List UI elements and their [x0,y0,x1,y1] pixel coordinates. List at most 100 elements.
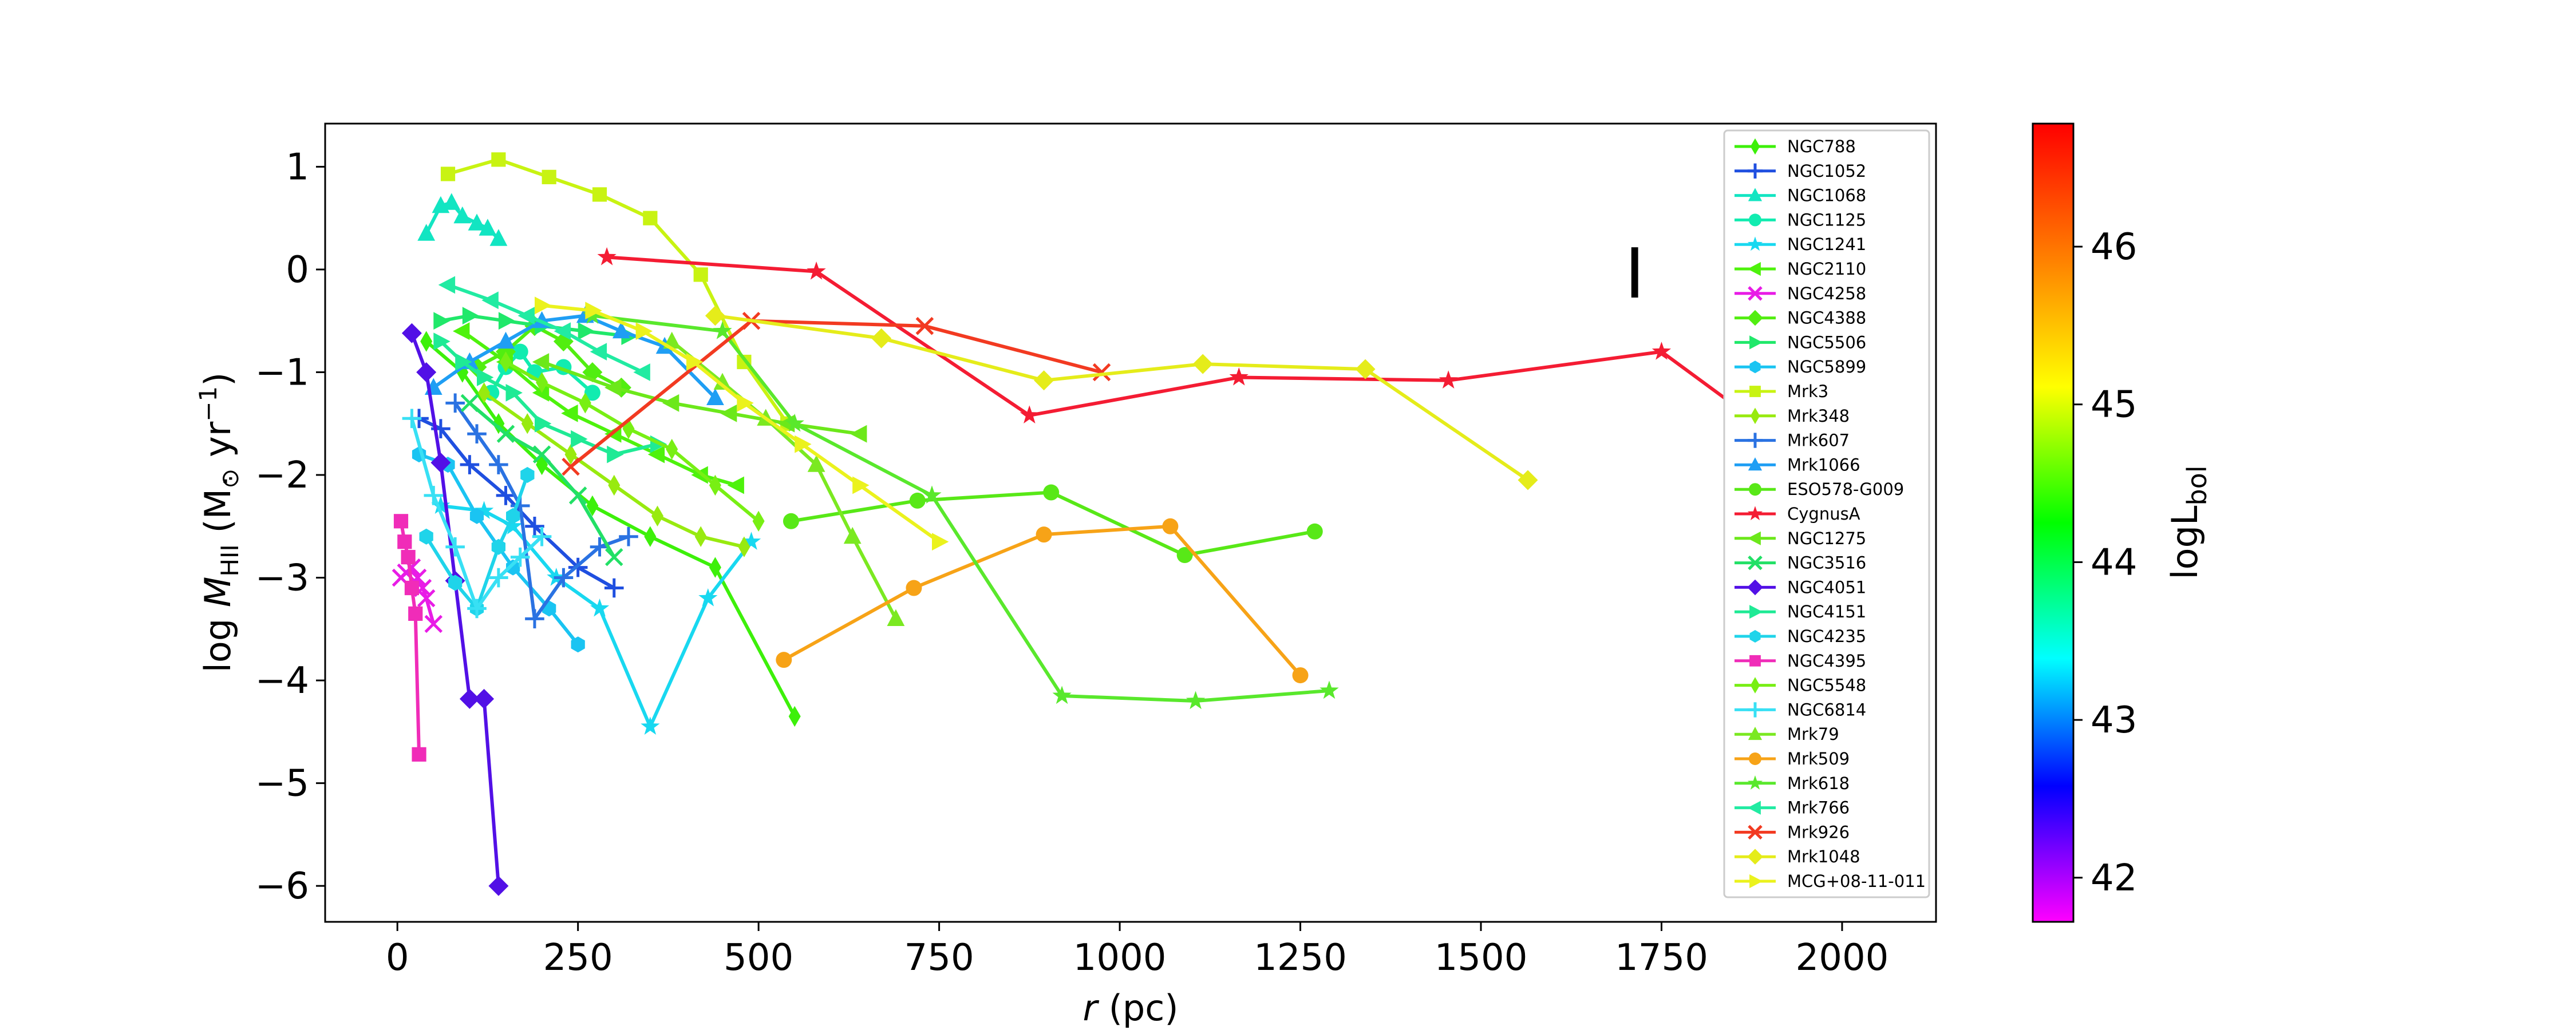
data-point [1043,484,1060,501]
legend-marker [1748,727,1763,740]
data-point [922,485,942,504]
legend-marker [1749,386,1761,397]
data-point [586,495,599,517]
series-line [714,314,1529,482]
data-point [562,457,580,476]
x-tick-label: 500 [724,937,793,979]
data-point [915,316,934,335]
data-point [503,516,523,534]
legend-marker [1747,849,1763,865]
series-line [542,303,941,544]
data-point [571,636,585,653]
data-point [633,363,650,381]
legend-label: NGC4258 [1787,284,1866,303]
series-ngc4051 [401,323,509,896]
data-point [420,331,433,352]
legend-label: MCG+08-11-011 [1787,871,1926,891]
legend-label: NGC3516 [1787,553,1866,573]
series-eso578-g009 [783,484,1323,564]
series-mrk607 [445,393,638,629]
data-point [691,466,708,484]
data-point [641,716,660,735]
data-point [698,588,718,607]
data-point [459,688,480,709]
data-point [666,438,678,460]
data-point [662,394,679,412]
data-point [532,526,552,546]
data-point [871,328,892,348]
data-point [532,353,550,371]
colorbar: 42 43 44 45 46 logLbol [2032,122,2212,923]
legend-entry: Mrk766 [1735,798,1850,818]
data-point [478,382,491,403]
data-point [475,501,494,519]
data-point [525,516,544,536]
data-point [424,486,444,505]
x-tick-label: 750 [904,937,974,979]
data-point [720,404,737,422]
data-point [469,508,484,524]
legend-label: NGC788 [1787,137,1856,156]
legend-marker [1747,531,1761,545]
legend-label: ESO578-G009 [1787,480,1904,499]
data-point [521,413,534,434]
legend-marker [1749,213,1761,227]
legend-label: NGC6814 [1787,700,1866,719]
legend-marker [1748,457,1763,471]
y-tick-label: 1 [286,146,309,188]
legend-marker [1747,433,1763,448]
legend: NGC788 NGC1052 NGC1068 NGC1125 NGC1241 NGC211… [1723,129,1930,898]
data-point [738,536,750,557]
legend-entry: Mrk618 [1735,774,1850,793]
data-point [542,169,556,184]
x-tick-label: 1250 [1254,937,1347,979]
series-ngc4395 [393,514,426,762]
data-point [489,455,508,474]
series-ngc3516 [460,394,623,566]
data-point [709,474,721,496]
data-point [401,323,422,343]
x-tick-label: 1500 [1435,937,1528,979]
y-axis-label-unit-open: (M [197,489,239,544]
data-point [525,609,544,629]
data-point [783,513,799,529]
legend-entry: NGC4395 [1735,651,1866,671]
legend-marker [1748,286,1763,301]
legend-entries: NGC788 NGC1052 NGC1068 NGC1125 NGC1241 NGC211… [1735,137,1926,891]
data-point [1292,667,1309,684]
series-layer [392,152,1888,896]
data-point [561,404,578,422]
data-point [489,229,508,246]
data-point [481,291,499,310]
legend-label: NGC4151 [1787,602,1866,621]
data-point [460,455,480,474]
y-tick-label: −4 [255,660,309,702]
x-tick-label: 1750 [1615,937,1708,979]
legend-entry: Mrk926 [1735,822,1850,842]
series-ngc1068 [417,193,508,246]
legend-marker [1750,677,1760,694]
data-point [608,474,621,496]
data-point [505,384,523,402]
x-axis: 0 250 500 750 1000 1250 1500 1750 2000 [386,922,1888,979]
data-point [585,302,602,320]
y-axis-label-sub: HII [216,544,244,576]
y-axis-label-exp: −1 [194,386,222,422]
data-point [424,615,443,633]
data-point [489,568,508,588]
legend-label: NGC4235 [1787,627,1866,646]
data-point [584,385,600,401]
legend-box [1723,129,1930,898]
x-axis-label-var: r [1082,987,1099,1029]
legend-marker [1749,655,1761,667]
series-line [570,319,1103,469]
series-mcg-08-11-011 [535,296,949,551]
data-point [579,393,591,414]
data-point [1020,405,1039,423]
y-axis-label-prefix: log [197,607,239,672]
colorbar-tick-label: 46 [2091,226,2137,268]
series-mrk766 [438,276,650,381]
data-point [850,425,867,443]
data-point [713,321,732,339]
legend-marker [1749,630,1761,643]
